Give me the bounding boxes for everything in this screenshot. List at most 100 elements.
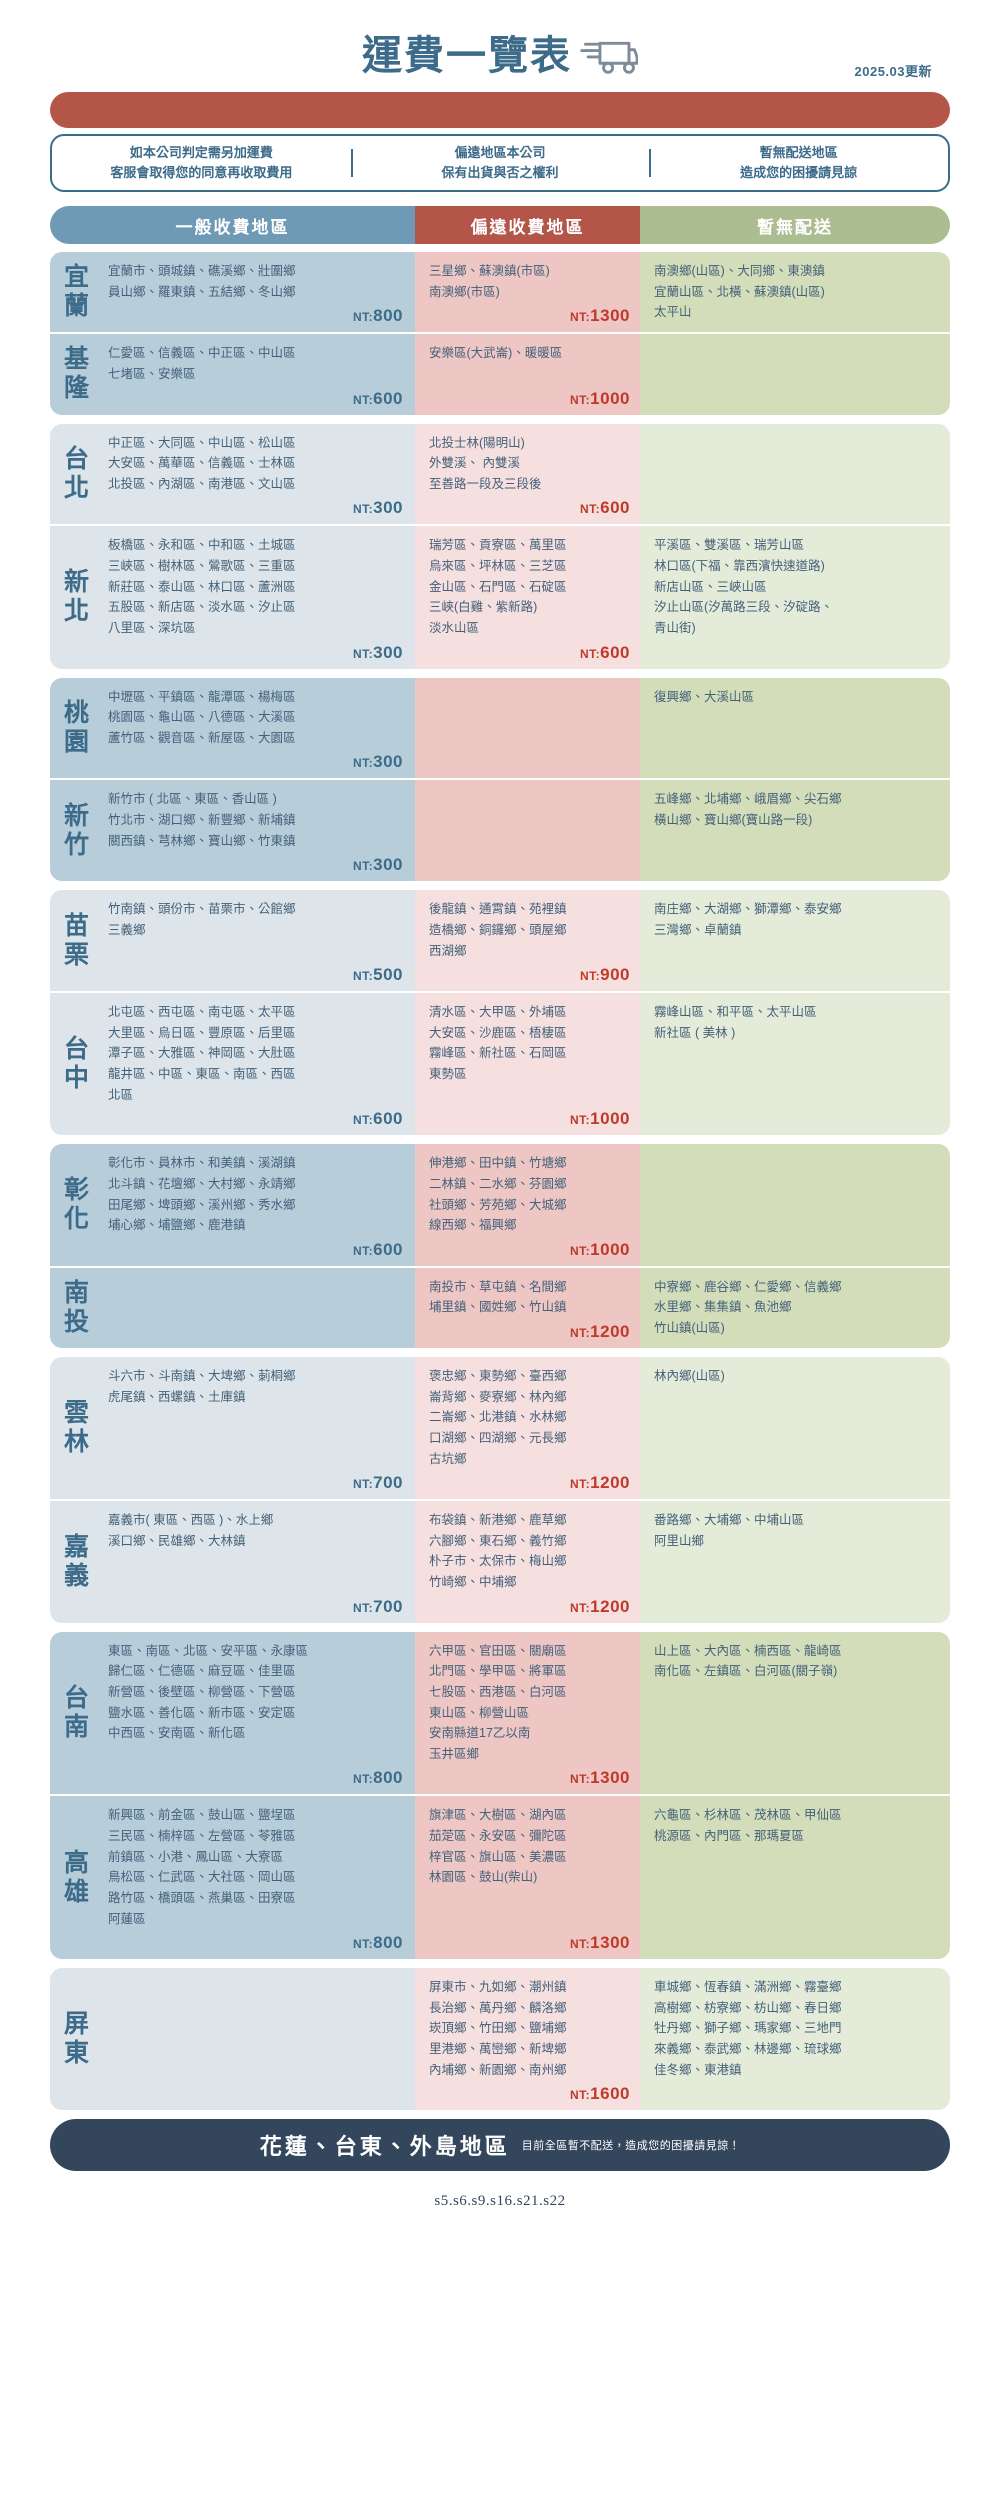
price-value: 800 bbox=[373, 1933, 403, 1953]
fee-row-group: 台北 中正區、大同區、中山區、松山區 大安區、萬華區、信義區、士林區 北投區、內湖… bbox=[50, 423, 950, 669]
none-area-list: 五峰鄉、北埔鄉、峨眉鄉、尖石鄉 橫山鄉、寶山鄉(寶山路一段) bbox=[654, 792, 842, 827]
table-row: 台中 北屯區、西屯區、南屯區、太平區 大里區、烏日區、豐原區、后里區 潭子區、大雅… bbox=[50, 991, 950, 1136]
cell-normal: 東區、南區、北區、安平區、永康區 歸仁區、仁德區、麻豆區、佳里區 新營區、後壁區… bbox=[98, 1631, 415, 1795]
price-prefix: NT: bbox=[570, 1772, 591, 1787]
normal-area-list: 板橋區、永和區、中和區、土城區 三峽區、樹林區、鶯歌區、三重區 新莊區、泰山區、… bbox=[108, 538, 296, 635]
normal-area-list: 彰化市、員林市、和美鎮、溪湖鎮 北斗鎮、花壇鄉、大村鄉、永靖鄉 田尾鄉、埤頭鄉、… bbox=[108, 1156, 296, 1233]
cell-remote: 伸港鄉、田中鎮、竹塘鄉 二林鎮、二水鄉、芬園鄉 社頭鄉、芳苑鄉、大城鄉 線西鄉、… bbox=[415, 1144, 640, 1266]
price-prefix: NT: bbox=[579, 646, 601, 661]
table-row: 台南 東區、南區、北區、安平區、永康區 歸仁區、仁德區、麻豆區、佳里區 新營區、後… bbox=[50, 1631, 950, 1795]
footer-regions: 花蓮、台東、外島地區 bbox=[259, 2134, 510, 2160]
cell-normal: 斗六市、斗南鎮、大埤鄉、莿桐鄉 虎尾鎮、西螺鎮、土庫鎮 NT:700 bbox=[98, 1357, 415, 1500]
price-prefix: NT: bbox=[352, 859, 374, 874]
normal-price: NT:600 bbox=[108, 1236, 403, 1260]
remote-price: NT:600 bbox=[429, 494, 630, 518]
cell-normal: 彰化市、員林市、和美鎮、溪湖鎮 北斗鎮、花壇鄉、大村鄉、永靖鄉 田尾鄉、埤頭鄉、… bbox=[98, 1144, 415, 1266]
region-name-cell: 彰化 bbox=[50, 1144, 98, 1266]
normal-area-list: 中壢區、平鎮區、龍潭區、楊梅區 桃園區、龜山區、八德區、大溪區 蘆竹區、觀音區、… bbox=[108, 689, 296, 745]
remote-price: NT:1000 bbox=[429, 385, 630, 409]
region-name: 基隆 bbox=[60, 345, 89, 404]
footer-no-delivery-banner: 花蓮、台東、外島地區 目前全區暫不配送，造成您的困擾請見諒！ bbox=[50, 2119, 950, 2172]
column-header-remote: 偏遠收費地區 bbox=[415, 206, 640, 244]
remote-area-list: 清水區、大甲區、外埔區 大安區、沙鹿區、梧棲區 霧峰區、新社區、石岡區 東勢區 bbox=[429, 1005, 567, 1081]
region-name: 彰化 bbox=[60, 1176, 89, 1234]
price-value: 300 bbox=[373, 752, 403, 772]
cell-normal: 仁愛區、信義區、中正區、中山區 七堵區、安樂區 NT:600 bbox=[98, 334, 415, 415]
price-prefix: NT: bbox=[570, 1937, 591, 1952]
fee-row-group: 苗栗 竹南鎮、頭份市、苗栗市、公館鄉 三義鄉 NT:500 後龍鎮、通霄鎮、苑裡鎮 造… bbox=[50, 890, 950, 1136]
cell-remote: 後龍鎮、通霄鎮、苑裡鎮 造橋鄉、銅鑼鄉、頭屋鄉 西湖鄉 NT:900 bbox=[415, 890, 640, 992]
normal-price: NT:300 bbox=[108, 851, 403, 875]
price-value: 300 bbox=[373, 642, 403, 662]
remote-area-list: 三星鄉、蘇澳鎮(市區) 南澳鄉(市區) bbox=[429, 264, 550, 299]
region-name-cell: 台中 bbox=[50, 993, 98, 1136]
cell-normal: 中正區、大同區、中山區、松山區 大安區、萬華區、信義區、士林區 北投區、內湖區、… bbox=[98, 423, 415, 525]
normal-area-list: 嘉義市( 東區、西區 )、水上鄉 溪口鄉、民雄鄉、大林鎮 bbox=[108, 1513, 274, 1548]
price-value: 1300 bbox=[590, 1768, 630, 1788]
remote-price: NT:1200 bbox=[429, 1318, 630, 1342]
normal-price: NT:300 bbox=[108, 748, 403, 772]
normal-price: NT:600 bbox=[108, 385, 403, 409]
notice-item-extra-fee: 如本公司判定需另加運費 客服會取得您的同意再收取費用 bbox=[52, 143, 351, 183]
normal-area-list: 竹南鎮、頭份市、苗栗市、公館鄉 三義鄉 bbox=[108, 902, 296, 937]
price-value: 500 bbox=[373, 965, 403, 985]
region-name: 嘉義 bbox=[60, 1532, 89, 1591]
cell-none: 山上區、大內區、楠西區、龍崎區 南化區、左鎮區、白河區(關子嶺) bbox=[640, 1631, 950, 1795]
table-row: 桃園 中壢區、平鎮區、龍潭區、楊梅區 桃園區、龜山區、八德區、大溪區 蘆竹區、觀音… bbox=[50, 677, 950, 779]
notice-line-2: 客服會取得您的同意再收取費用 bbox=[110, 165, 293, 180]
cell-none: 中寮鄉、鹿谷鄉、仁愛鄉、信義鄉 水里鄉、集集鎮、魚池鄉 竹山鎮(山區) bbox=[640, 1267, 950, 1348]
fee-row-group: 屏東 屏東市、九如鄉、潮州鎮 長治鄉、萬丹鄉、麟洛鄉 崁頂鄉、竹田鄉、鹽埔鄉 里港… bbox=[50, 1968, 950, 2111]
notice-line-1: 暫無配送地區 bbox=[759, 144, 838, 160]
table-row: 新北 板橋區、永和區、中和區、土城區 三峽區、樹林區、鶯歌區、三重區 新莊區、泰山… bbox=[50, 524, 950, 669]
price-value: 900 bbox=[600, 965, 630, 985]
price-value: 1200 bbox=[590, 1596, 630, 1616]
remote-price: NT:1000 bbox=[429, 1105, 630, 1129]
cell-none: 車城鄉、恆春鎮、滿洲鄉、霧臺鄉 高樹鄉、枋寮鄉、枋山鄉、春日鄉 牡丹鄉、獅子鄉、… bbox=[640, 1968, 950, 2111]
normal-area-list: 中正區、大同區、中山區、松山區 大安區、萬華區、信義區、士林區 北投區、內湖區、… bbox=[108, 435, 296, 491]
price-value: 1000 bbox=[590, 388, 630, 408]
cell-none: 復興鄉、大溪山區 bbox=[640, 677, 950, 779]
cell-remote: 南投市、草屯鎮、名間鄉 埔里鎮、國姓鄉、竹山鎮 NT:1200 bbox=[415, 1267, 640, 1348]
price-prefix: NT: bbox=[352, 502, 374, 517]
cell-none bbox=[640, 423, 950, 525]
remote-price: NT:600 bbox=[429, 639, 630, 663]
remote-area-list: 屏東市、九如鄉、潮州鎮 長治鄉、萬丹鄉、麟洛鄉 崁頂鄉、竹田鄉、鹽埔鄉 里港鄉、… bbox=[429, 1980, 567, 2077]
column-header-normal: 一般收費地區 bbox=[50, 206, 415, 244]
normal-area-list: 東區、南區、北區、安平區、永康區 歸仁區、仁德區、麻豆區、佳里區 新營區、後壁區… bbox=[108, 1643, 309, 1741]
remote-area-list: 伸港鄉、田中鎮、竹塘鄉 二林鎮、二水鄉、芬園鄉 社頭鄉、芳苑鄉、大城鄉 線西鄉、… bbox=[429, 1156, 567, 1233]
footer-note: 目前全區暫不配送，造成您的困擾請見諒！ bbox=[521, 2140, 741, 2153]
price-prefix: NT: bbox=[352, 392, 374, 407]
normal-price: NT:700 bbox=[108, 1593, 403, 1617]
price-value: 300 bbox=[373, 855, 403, 875]
price-value: 700 bbox=[373, 1596, 403, 1616]
remote-area-list: 布袋鎮、新港鄉、鹿草鄉 六腳鄉、東石鄉、義竹鄉 朴子市、太保市、梅山鄉 竹崎鄉、… bbox=[429, 1513, 567, 1589]
price-prefix: NT: bbox=[579, 969, 601, 984]
region-name: 台中 bbox=[60, 1035, 89, 1094]
price-value: 1600 bbox=[590, 2084, 630, 2104]
cell-none: 六龜區、杉林區、茂林區、甲仙區 桃源區、內門區、那瑪夏區 bbox=[640, 1796, 950, 1960]
price-value: 600 bbox=[373, 388, 403, 408]
region-name-cell: 基隆 bbox=[50, 334, 98, 415]
remote-price: NT:1000 bbox=[429, 1236, 630, 1260]
table-row: 高雄 新興區、前金區、鼓山區、鹽埕區 三民區、楠梓區、左營區、苓雅區 前鎮區、小港… bbox=[50, 1794, 950, 1960]
remote-area-list: 旗津區、大樹區、湖內區 茄萣區、永安區、彌陀區 梓官區、旗山區、美濃區 林園區、… bbox=[429, 1808, 567, 1885]
cell-normal: 北屯區、西屯區、南屯區、太平區 大里區、烏日區、豐原區、后里區 潭子區、大雅區、… bbox=[98, 993, 415, 1136]
normal-price: NT:500 bbox=[108, 961, 403, 985]
page-title: 運費一覽表 bbox=[362, 34, 572, 78]
price-value: 1300 bbox=[590, 306, 630, 326]
region-name: 南投 bbox=[60, 1278, 89, 1337]
notice-item-no-delivery: 暫無配送地區 造成您的困擾請見諒 bbox=[649, 143, 948, 183]
notice-line-1: 偏遠地區本公司 bbox=[454, 144, 546, 160]
price-prefix: NT: bbox=[352, 310, 374, 325]
remote-area-list: 安樂區(大武崙)、暖暖區 bbox=[429, 346, 563, 361]
region-name-cell: 南投 bbox=[50, 1267, 98, 1348]
notice-item-remote-right: 偏遠地區本公司 保有出貨與否之權利 bbox=[350, 143, 650, 183]
price-prefix: NT: bbox=[570, 2088, 591, 2103]
table-row: 新竹 新竹市 ( 北區、東區、香山區 ) 竹北市、湖口鄉、新豐鄉、新埔鎮 關西鎮、… bbox=[50, 778, 950, 882]
cell-remote bbox=[415, 677, 640, 779]
region-name-cell: 高雄 bbox=[50, 1796, 98, 1960]
remote-price: NT:1200 bbox=[429, 1469, 630, 1493]
remote-price: NT:1600 bbox=[429, 2080, 630, 2104]
normal-price: NT:700 bbox=[108, 1469, 403, 1493]
